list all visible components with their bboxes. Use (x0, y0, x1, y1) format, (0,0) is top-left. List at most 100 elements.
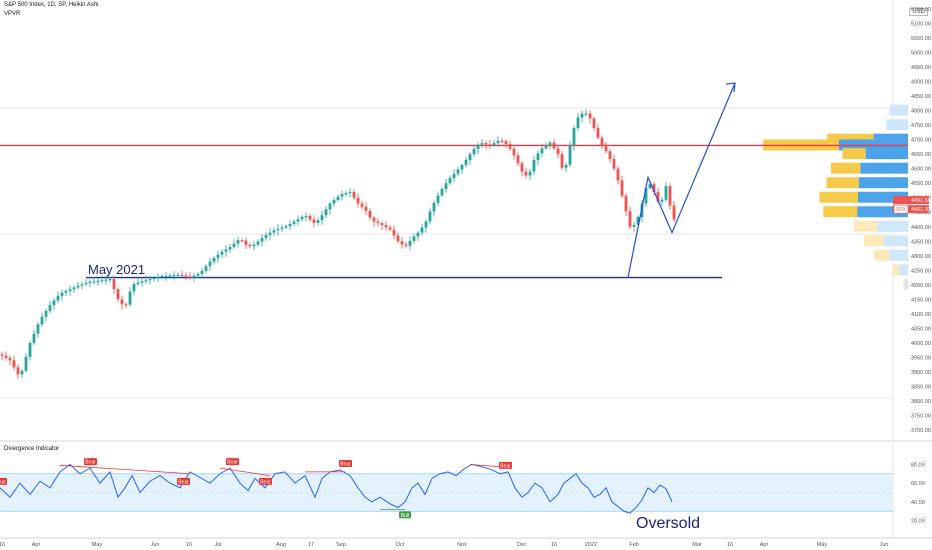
candle-body (528, 171, 532, 176)
candle-body (100, 280, 104, 282)
candle-body (604, 145, 608, 152)
candle-body (348, 191, 352, 194)
projection-path (627, 82, 736, 278)
price-axis-label: 4200.00 (911, 283, 931, 289)
candle-body (452, 173, 456, 179)
price-axis-label: 5050.00 (911, 36, 931, 42)
indicator-label[interactable]: VPVR (4, 11, 21, 17)
last-price-label: 4401.33 (911, 207, 931, 213)
candle-body (148, 279, 152, 281)
candle-body (308, 216, 312, 220)
volume-profile-up-bar (826, 177, 859, 189)
bear-signal-tag (0, 477, 7, 485)
candle-body (52, 300, 56, 306)
candle-body (444, 183, 448, 190)
candle-body (4, 355, 8, 358)
candle-body (112, 279, 116, 290)
volume-profile-up-bar (819, 191, 858, 203)
volume-profile-down-bar (857, 191, 908, 203)
time-axis-label: 16 (727, 542, 733, 548)
candle-body (48, 305, 52, 311)
candle-body (580, 113, 584, 118)
candle-body (584, 113, 588, 115)
bear-signal-tag (177, 477, 190, 485)
candle-body (64, 290, 68, 293)
candle-body (28, 342, 32, 357)
candle-body (296, 219, 300, 222)
rsi-axis-label: 80.00 (911, 462, 925, 468)
candle-body (128, 291, 132, 305)
volume-profile-down-bar (904, 278, 908, 290)
candle-body (144, 280, 148, 282)
candle-body (240, 240, 244, 242)
candle-body (168, 275, 172, 277)
candle-body (304, 216, 308, 218)
time-axis-label: Jul (214, 542, 221, 548)
candle-body (592, 118, 596, 129)
candle-body (520, 163, 524, 172)
volume-profile-down-bar (858, 177, 908, 189)
candle-body (552, 142, 556, 149)
candle-body (668, 186, 672, 206)
volume-profile-up-bar (892, 264, 899, 276)
candle-body (224, 249, 228, 252)
candle-body (300, 216, 304, 220)
price-axis-label: 4550.00 (911, 181, 931, 187)
candle-body (244, 240, 248, 245)
candle-body (8, 357, 12, 361)
candle-body (340, 194, 344, 197)
candle-body (196, 274, 200, 276)
rsi-axis-label: 20.00 (911, 519, 925, 525)
time-axis-label: Jun (880, 542, 889, 548)
candle-body (476, 144, 480, 150)
candle-body (588, 113, 592, 119)
volume-profile-down-bar (883, 235, 908, 247)
candle-body (132, 284, 136, 292)
volume-profile-down-bar (889, 104, 908, 116)
candle-body (272, 230, 276, 233)
candle-body (612, 159, 616, 169)
candle-body (536, 153, 540, 160)
currency-badge[interactable]: USD (909, 8, 928, 16)
candle-body (16, 367, 20, 375)
candle-body (372, 217, 376, 222)
price-axis-label: 4650.00 (911, 152, 931, 158)
candle-body (252, 244, 256, 247)
candle-body (412, 236, 416, 241)
bear-signal-tag (84, 458, 97, 466)
candle-body (564, 164, 568, 168)
price-axis-label: 3900.00 (911, 370, 931, 376)
price-axis-label: 3850.00 (911, 384, 931, 390)
price-axis-label: 3700.00 (911, 428, 931, 434)
candle-body (116, 289, 120, 300)
candle-body (504, 141, 508, 145)
price-axis-label: 4850.00 (911, 94, 931, 100)
candle-body (76, 285, 80, 288)
candle-body (140, 281, 144, 283)
candle-body (176, 274, 180, 277)
last-price-tag (893, 205, 929, 214)
time-axis-label: Aug (276, 542, 286, 548)
bear-signal-tag (499, 461, 512, 469)
bear-signal-tag (259, 477, 272, 485)
price-axis-label: 4050.00 (911, 326, 931, 332)
candle-body (108, 279, 112, 281)
candle-body (628, 211, 632, 227)
volume-profile-up-bar (823, 206, 858, 218)
bear-signal-label: Bear (85, 460, 96, 466)
price-axis-label: 4450.00 (911, 210, 931, 216)
time-axis-label: 16 (551, 542, 557, 548)
candle-body (608, 151, 612, 160)
volume-profile-up-bar (842, 148, 866, 160)
time-axis-label: Oct (396, 542, 405, 548)
oversold-annotation: Oversold (636, 515, 701, 532)
candle-body (44, 310, 48, 317)
candle-body (32, 333, 36, 343)
volume-profile-down-bar (873, 133, 908, 145)
bear-signal-label: Bear (500, 463, 511, 469)
volume-profile-up-bar (864, 235, 884, 247)
volume-profile-down-bar (898, 264, 908, 276)
time-axis-label: 16 (0, 542, 5, 548)
price-axis-label: 3950.00 (911, 355, 931, 361)
